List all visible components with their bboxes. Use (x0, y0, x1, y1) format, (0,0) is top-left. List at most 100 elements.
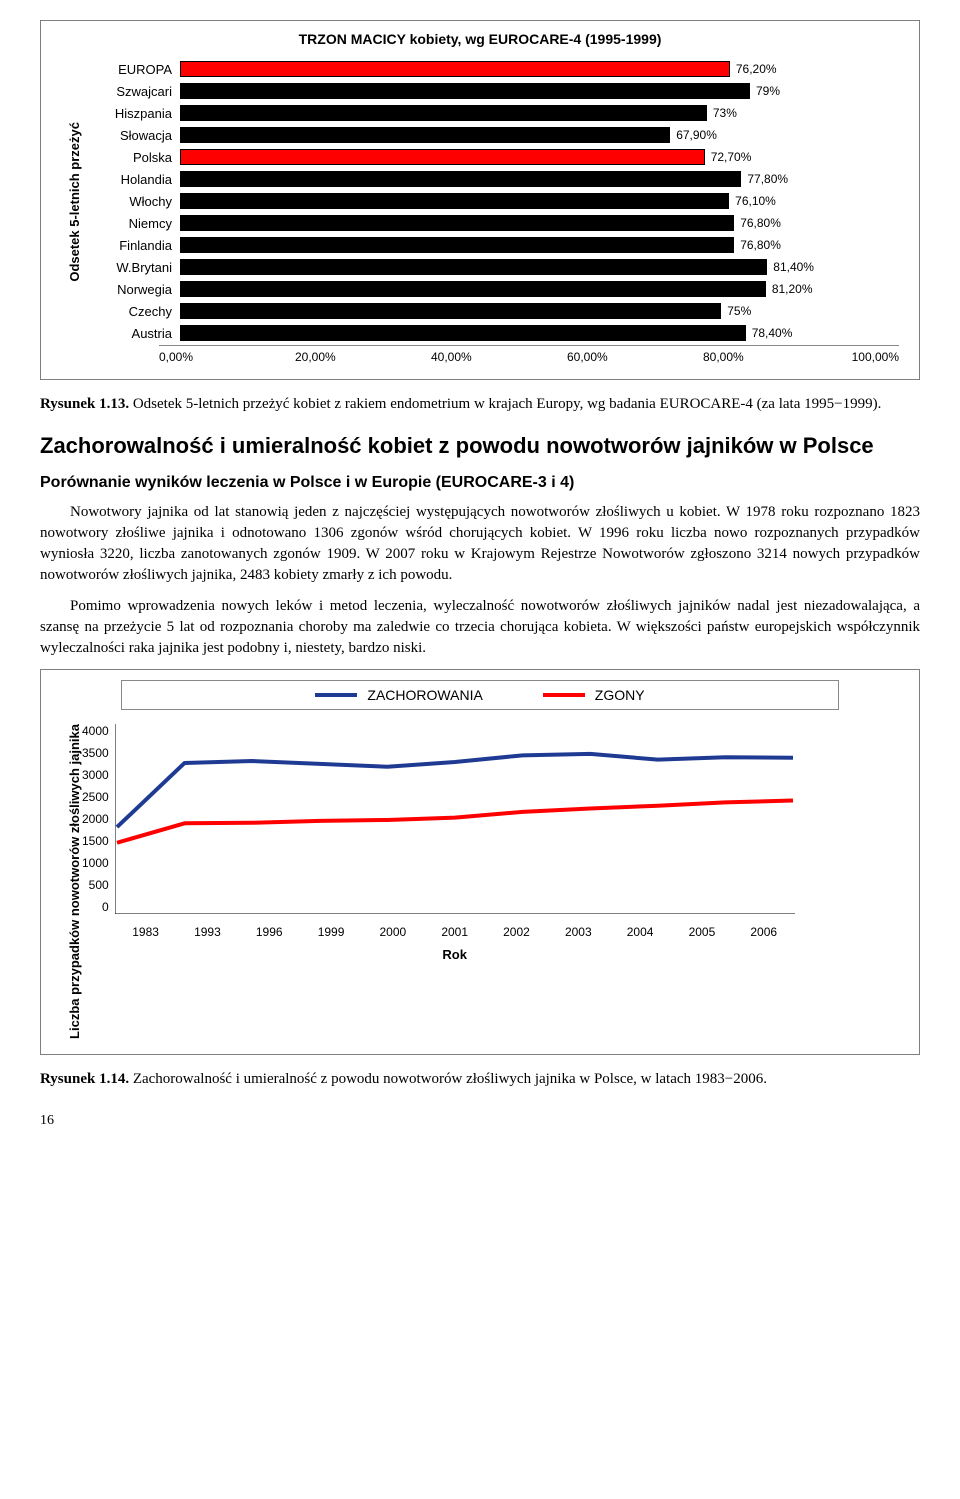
line-y-tick: 1500 (82, 834, 109, 848)
bar-track: 72,70% (180, 149, 899, 165)
bar-row: Niemcy 76,80% (82, 213, 899, 233)
bar-row: W.Brytani 81,40% (82, 257, 899, 277)
caption-2-text: Zachorowalność i umieralność z powodu no… (129, 1071, 767, 1087)
bar-x-tick: 20,00% (295, 350, 431, 364)
bar-row: Norwegia81,20% (82, 279, 899, 299)
line-y-tick: 500 (82, 878, 109, 892)
bar-fill (180, 171, 741, 187)
section-heading: Zachorowalność i umieralność kobiet z po… (40, 432, 920, 460)
line-x-tick: 2004 (609, 925, 671, 939)
bar-category-label: EUROPA (82, 62, 180, 77)
bar-track: 75% (180, 303, 899, 319)
bar-category-label: Niemcy (82, 216, 180, 231)
subsection-heading: Porównanie wyników leczenia w Polsce i w… (40, 474, 920, 492)
line-x-tick: 2001 (424, 925, 486, 939)
legend-label: ZGONY (595, 687, 645, 703)
bar-fill (180, 215, 734, 231)
line-y-tick: 3000 (82, 768, 109, 782)
bar-row: Austria 78,40% (82, 323, 899, 343)
bar-chart-title: TRZON MACICY kobiety, wg EUROCARE-4 (199… (61, 31, 899, 47)
bar-fill (180, 281, 766, 297)
line-chart-y-axis-label: Liczba przypadków nowotworów złośliwych … (61, 724, 82, 1039)
bar-row: Finlandia76,80% (82, 235, 899, 255)
bar-category-label: W.Brytani (82, 260, 180, 275)
caption-1-text: Odsetek 5-letnich przeżyć kobiet z rakie… (129, 396, 881, 412)
bar-chart-container: TRZON MACICY kobiety, wg EUROCARE-4 (199… (40, 20, 920, 380)
bar-track: 76,80% (180, 215, 899, 231)
bar-track: 76,20% (180, 61, 899, 77)
paragraph-1: Nowotwory jajnika od lat stanowią jeden … (40, 502, 920, 586)
bar-category-label: Polska (82, 150, 180, 165)
bar-track: 77,80% (180, 171, 899, 187)
bar-x-tick: 80,00% (703, 350, 839, 364)
bar-track: 76,10% (180, 193, 899, 209)
bar-category-label: Finlandia (82, 238, 180, 253)
bar-value-label: 78,40% (752, 326, 793, 340)
legend-item: ZGONY (543, 687, 645, 703)
bar-fill (180, 303, 721, 319)
legend-swatch (315, 693, 357, 697)
bar-track: 79% (180, 83, 899, 99)
bar-value-label: 76,10% (735, 194, 776, 208)
bar-category-label: Słowacja (82, 128, 180, 143)
bar-fill (180, 259, 767, 275)
bar-chart-x-ticks: 0,00%20,00%40,00%60,00%80,00%100,00% (159, 345, 899, 364)
bar-x-tick: 0,00% (159, 350, 295, 364)
bar-value-label: 76,20% (736, 62, 777, 76)
bar-fill (180, 237, 734, 253)
bar-category-label: Szwajcari (82, 84, 180, 99)
line-x-tick: 2005 (671, 925, 733, 939)
bar-chart-area: Odsetek 5-letnich przeżyć EUROPA 76,20% Sz… (61, 59, 899, 345)
bar-row: Czechy75% (82, 301, 899, 321)
bar-value-label: 81,40% (773, 260, 814, 274)
line-chart-x-ticks: 1983199319961999200020012002200320042005… (115, 925, 795, 939)
bar-x-tick: 40,00% (431, 350, 567, 364)
figure-caption-1: Rysunek 1.13. Odsetek 5-letnich przeżyć … (40, 394, 920, 414)
line-x-tick: 1996 (238, 925, 300, 939)
line-x-tick: 2003 (547, 925, 609, 939)
bar-fill (180, 193, 729, 209)
line-y-tick: 3500 (82, 746, 109, 760)
bar-fill (180, 83, 750, 99)
line-chart-plot (115, 724, 795, 914)
bar-category-label: Hiszpania (82, 106, 180, 121)
legend-label: ZACHOROWANIA (367, 687, 482, 703)
bar-fill (180, 325, 746, 341)
bar-row: Włochy 76,10% (82, 191, 899, 211)
figure-caption-2: Rysunek 1.14. Zachorowalność i umieralno… (40, 1069, 920, 1089)
bar-category-label: Holandia (82, 172, 180, 187)
line-series (117, 800, 793, 842)
bar-category-label: Austria (82, 326, 180, 341)
line-y-tick: 0 (82, 900, 109, 914)
bar-value-label: 76,80% (740, 216, 781, 230)
bar-track: 78,40% (180, 325, 899, 341)
bar-row: Słowacja 67,90% (82, 125, 899, 145)
bar-value-label: 67,90% (676, 128, 717, 142)
bar-chart-y-axis-label: Odsetek 5-letnich przeżyć (61, 122, 82, 282)
page-number: 16 (40, 1113, 920, 1129)
line-x-tick: 1993 (177, 925, 239, 939)
line-x-tick: 2002 (486, 925, 548, 939)
line-chart-legend: ZACHOROWANIA ZGONY (121, 680, 839, 710)
bar-track: 81,20% (180, 281, 899, 297)
bar-value-label: 79% (756, 84, 780, 98)
bar-row: Hiszpania 73% (82, 103, 899, 123)
bar-track: 81,40% (180, 259, 899, 275)
line-x-tick: 2006 (733, 925, 795, 939)
line-x-tick: 2000 (362, 925, 424, 939)
line-chart-x-axis-label: Rok (115, 947, 795, 962)
bar-fill (180, 149, 705, 165)
legend-swatch (543, 693, 585, 697)
line-chart-wrap: Liczba przypadków nowotworów złośliwych … (61, 724, 899, 1039)
bar-fill (180, 127, 670, 143)
legend-item: ZACHOROWANIA (315, 687, 482, 703)
bar-value-label: 81,20% (772, 282, 813, 296)
bar-value-label: 73% (713, 106, 737, 120)
line-y-tick: 2000 (82, 812, 109, 826)
caption-2-prefix: Rysunek 1.14. (40, 1071, 129, 1087)
bar-category-label: Włochy (82, 194, 180, 209)
line-chart-y-ticks: 40003500300025002000150010005000 (82, 724, 115, 914)
bar-fill (180, 105, 707, 121)
bar-category-label: Czechy (82, 304, 180, 319)
bar-value-label: 77,80% (747, 172, 788, 186)
